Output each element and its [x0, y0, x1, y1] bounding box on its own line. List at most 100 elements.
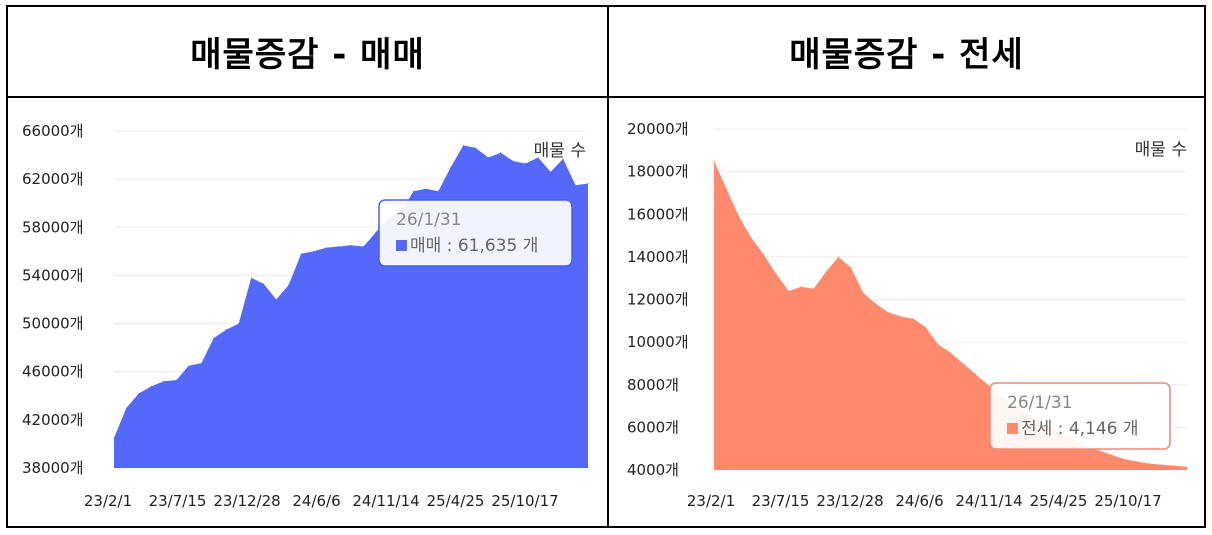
data-point	[763, 254, 765, 256]
data-point	[475, 147, 477, 149]
data-point	[925, 326, 927, 328]
data-point	[850, 267, 852, 269]
tooltip-box	[989, 382, 1171, 450]
data-point	[937, 343, 939, 345]
data-point	[450, 166, 452, 168]
data-point	[800, 286, 802, 288]
y-tick-label: 6000개	[627, 418, 679, 436]
tooltip: 26/1/31 매매 : 61,635 개	[378, 199, 573, 267]
panel-title-sale: 매물증감 - 매매	[8, 7, 607, 98]
y-tick-label: 12000개	[627, 291, 689, 309]
data-point	[813, 288, 815, 290]
panel-sale: 매물증감 - 매매 66000개 62000개 58000개 54000개 50000개…	[8, 7, 609, 526]
data-point	[188, 365, 190, 367]
tooltip-value: 매매 : 61,635 개	[410, 236, 538, 256]
data-point	[974, 373, 976, 375]
y-tick-label: 46000개	[22, 363, 84, 381]
data-point	[1149, 463, 1151, 465]
y-tick-label: 4000개	[627, 461, 679, 479]
y-tick-label: 38000개	[22, 459, 84, 477]
x-tick-label: 23/7/15	[752, 492, 810, 510]
data-point	[113, 437, 115, 439]
data-point	[837, 256, 839, 258]
data-point	[912, 318, 914, 320]
data-point	[213, 337, 215, 339]
data-point	[575, 184, 577, 186]
data-point	[825, 271, 827, 273]
data-point	[987, 384, 989, 386]
x-tick-label: 25/10/17	[1094, 492, 1161, 510]
data-point	[1161, 464, 1163, 466]
data-point	[875, 303, 877, 305]
data-point	[1136, 460, 1138, 462]
data-point	[550, 171, 552, 173]
data-point	[862, 292, 864, 294]
data-point	[437, 190, 439, 192]
panel-title-jeonse: 매물증감 - 전세	[609, 7, 1204, 98]
data-point	[125, 407, 127, 409]
data-point	[962, 362, 964, 364]
y-tick-label: 20000개	[627, 120, 689, 138]
data-point	[725, 188, 727, 190]
data-point	[1099, 450, 1101, 452]
data-point	[562, 158, 564, 160]
y-tick-label: 18000개	[627, 163, 689, 181]
data-point	[788, 290, 790, 292]
y-tick-label: 50000개	[22, 315, 84, 333]
tooltip: 26/1/31 전세 : 4,146 개	[989, 382, 1171, 450]
data-point	[750, 237, 752, 239]
data-point	[512, 160, 514, 162]
area-series	[114, 145, 588, 468]
x-tick-label: 24/6/6	[292, 492, 340, 510]
data-point	[775, 273, 777, 275]
y-tick-label: 62000개	[22, 170, 84, 188]
x-tick-label: 23/2/1	[84, 492, 132, 510]
tooltip-date: 26/1/31	[396, 210, 462, 230]
chart-jeonse-svg: 20000개 18000개 16000개 14000개 12000개 10000개 8000…	[627, 120, 1188, 510]
y-tick-label: 8000개	[627, 376, 679, 394]
x-tick-label: 25/4/25	[1030, 492, 1088, 510]
y-tick-label: 42000개	[22, 411, 84, 429]
data-point	[150, 385, 152, 387]
panel-jeonse: 매물증감 - 전세 20000개 18000개 16000개 14000개 12000개…	[609, 7, 1204, 526]
tooltip-swatch	[1007, 423, 1018, 434]
data-point	[200, 362, 202, 364]
y-tick-label: 54000개	[22, 266, 84, 284]
x-tick-label: 23/12/28	[816, 492, 883, 510]
y-tick-label: 16000개	[627, 205, 689, 223]
data-point	[350, 244, 352, 246]
data-point	[275, 299, 277, 300]
data-point	[1124, 458, 1126, 460]
data-point	[462, 144, 464, 146]
data-point	[138, 392, 140, 394]
data-point	[300, 253, 302, 255]
data-point	[225, 329, 227, 331]
x-tick-label: 24/11/14	[955, 492, 1022, 510]
tooltip-swatch	[396, 240, 407, 251]
y-tick-label: 66000개	[22, 122, 84, 140]
x-tick-label: 24/11/14	[352, 492, 419, 510]
data-point	[288, 284, 290, 286]
data-point	[738, 215, 740, 217]
data-point	[412, 190, 414, 192]
chart-jeonse: 20000개 18000개 16000개 14000개 12000개 10000개 8000…	[609, 98, 1204, 524]
data-point	[887, 311, 889, 313]
legend-label: 매물 수	[1135, 140, 1187, 160]
data-point	[500, 152, 502, 154]
tooltip-box	[378, 199, 573, 267]
x-tick-label: 23/2/1	[687, 492, 735, 510]
data-point	[1174, 465, 1176, 467]
area-series	[714, 161, 1187, 470]
data-point	[487, 156, 489, 158]
legend-label: 매물 수	[534, 141, 586, 161]
data-point	[175, 379, 177, 381]
data-point	[425, 188, 427, 190]
data-point	[375, 231, 377, 233]
data-point	[362, 246, 364, 248]
data-point	[900, 316, 902, 318]
data-point	[587, 183, 589, 185]
chart-sale-svg: 66000개 62000개 58000개 54000개 50000개 46000개 4200…	[22, 122, 589, 510]
x-tick-label: 23/12/28	[213, 492, 280, 510]
data-point	[525, 162, 527, 164]
data-point	[325, 247, 327, 249]
